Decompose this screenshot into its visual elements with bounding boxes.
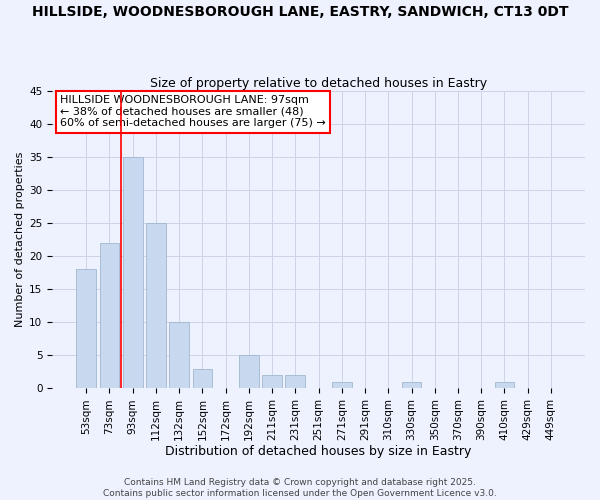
X-axis label: Distribution of detached houses by size in Eastry: Distribution of detached houses by size … bbox=[166, 444, 472, 458]
Bar bbox=[100, 243, 119, 388]
Bar bbox=[146, 223, 166, 388]
Text: HILLSIDE, WOODNESBOROUGH LANE, EASTRY, SANDWICH, CT13 0DT: HILLSIDE, WOODNESBOROUGH LANE, EASTRY, S… bbox=[32, 5, 568, 19]
Bar bbox=[286, 375, 305, 388]
Text: Contains HM Land Registry data © Crown copyright and database right 2025.
Contai: Contains HM Land Registry data © Crown c… bbox=[103, 478, 497, 498]
Bar bbox=[262, 375, 282, 388]
Bar bbox=[76, 270, 96, 388]
Y-axis label: Number of detached properties: Number of detached properties bbox=[15, 152, 25, 328]
Bar bbox=[193, 368, 212, 388]
Bar bbox=[169, 322, 189, 388]
Bar bbox=[123, 157, 143, 388]
Bar bbox=[239, 356, 259, 388]
Bar bbox=[332, 382, 352, 388]
Bar bbox=[401, 382, 421, 388]
Bar bbox=[494, 382, 514, 388]
Text: HILLSIDE WOODNESBOROUGH LANE: 97sqm
← 38% of detached houses are smaller (48)
60: HILLSIDE WOODNESBOROUGH LANE: 97sqm ← 38… bbox=[60, 95, 326, 128]
Title: Size of property relative to detached houses in Eastry: Size of property relative to detached ho… bbox=[150, 76, 487, 90]
